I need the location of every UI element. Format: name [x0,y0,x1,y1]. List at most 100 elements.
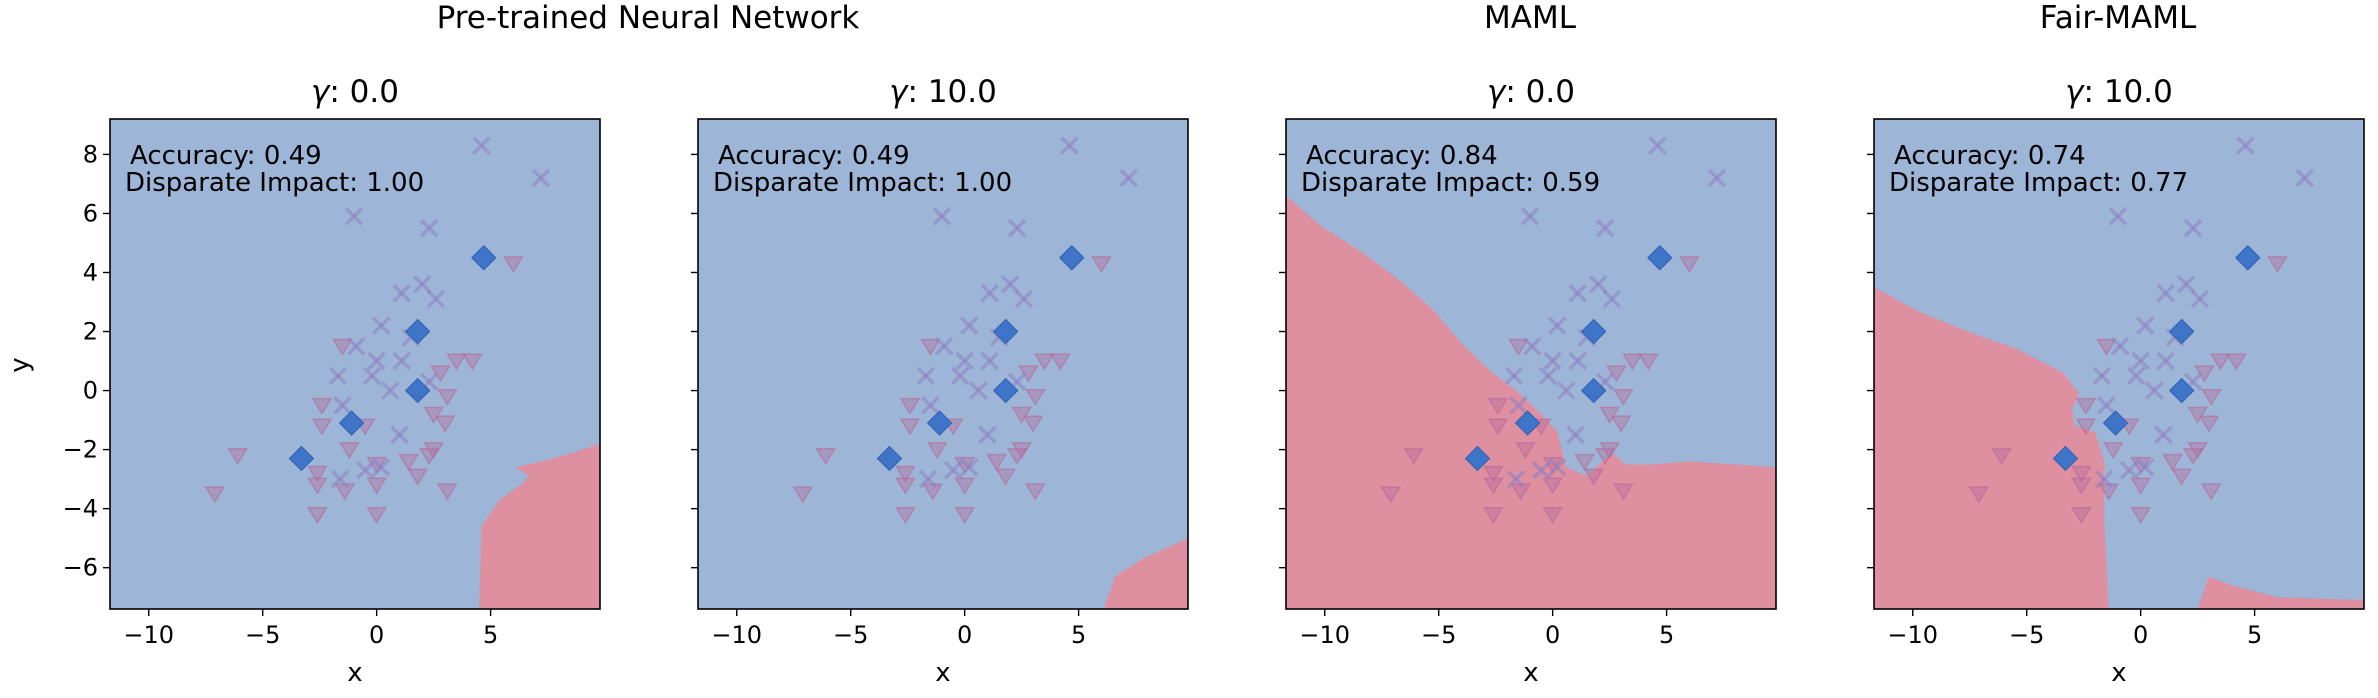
x-marker [1588,275,1608,294]
diamond-marker [1464,445,1491,472]
diamond-marker [1580,377,1607,404]
triangle-marker [2267,256,2288,274]
x-tick-label: 5 [483,621,498,649]
triangle-marker [407,468,429,486]
x-marker [2120,461,2139,480]
plot-area [1286,136,1776,609]
diamond-marker [338,410,365,436]
x-marker [367,351,386,371]
triangle-marker [366,477,387,495]
x-marker [932,207,952,226]
disparate-impact-annotation: Disparate Impact: 0.59 [1301,168,1600,198]
diamond-marker [2235,245,2261,271]
x-marker [955,351,974,371]
x-marker [1568,351,1587,371]
x-marker [1566,425,1585,445]
diamond-marker [471,245,497,271]
x-marker [1707,168,1726,188]
x-marker [426,289,446,309]
x-marker [1602,289,1622,309]
axes-frame [109,118,601,610]
plot-area [792,136,1188,609]
x-marker [1547,458,1567,477]
triangle-marker [895,507,916,525]
triangle-marker [311,397,333,415]
x-marker [944,461,963,480]
triangle-marker [1612,388,1634,407]
x-marker [392,351,411,371]
triangle-marker [2075,418,2097,436]
triangle-marker [1638,353,1659,371]
x-marker [978,425,997,445]
x-marker [390,425,409,445]
x-axis-label: x [2111,658,2126,688]
x-marker [916,366,936,386]
panel-1: −10 −5 0 5 −6 −4 −2 0 2 4 6 8 x γ: 0.0 Accuracy: 0.49D… [63,74,601,688]
triangle-marker [1610,415,1632,433]
x-marker [356,461,375,480]
x-marker [1648,136,1667,155]
x-marker [1504,366,1524,386]
triangle-marker [1612,483,1634,501]
x-marker [959,316,979,335]
x-axis-label: x [1523,658,1538,688]
triangle-marker [2096,338,2117,356]
axes-frame [1873,118,2365,610]
triangle-marker [311,418,333,436]
x-marker [371,458,391,477]
x-marker [1547,316,1567,335]
triangle-marker [899,397,921,415]
triangle-marker [1508,338,1529,356]
triangle-marker [366,507,387,525]
triangle-marker [2102,442,2124,460]
triangle-marker [398,453,419,471]
disparate-impact-annotation: Disparate Impact: 0.77 [1889,168,2188,198]
triangle-marker [2071,507,2092,525]
triangle-marker [1574,453,1595,471]
triangle-marker [1542,477,1563,495]
x-marker [934,337,954,356]
x-marker [392,283,411,303]
x-marker [2135,458,2155,477]
diamond-marker [2052,445,2079,472]
accuracy-annotation: Accuracy: 0.49 [718,141,910,171]
triangle-marker [815,448,836,466]
x-marker [1595,218,1615,238]
diamond-marker [404,377,431,404]
triangle-marker [1514,442,1536,460]
diamond-marker [2168,377,2195,404]
triangle-marker [338,442,360,460]
x-marker [1000,275,1020,294]
x-marker [362,366,382,386]
x-marker [371,316,391,335]
triangle-marker [792,486,814,504]
positive-region [2197,576,2364,609]
triangle-marker [2071,477,2092,495]
triangle-marker [2071,465,2092,483]
triangle-marker [1599,442,1620,460]
y-tick-label: −2 [63,436,98,464]
diamond-marker [992,377,1019,404]
x-tick-label: −5 [2009,621,2044,649]
x-marker [2295,168,2314,188]
x-marker [2156,283,2175,303]
triangle-marker [1679,256,1700,274]
triangle-marker [503,256,524,274]
diamond-marker [2168,318,2195,345]
plot-area [204,136,600,609]
triangle-marker [1011,442,1032,460]
group-title-fair-maml: Fair-MAML [2040,0,2197,36]
y-axis-label: y [5,357,35,372]
diamond-marker [1647,245,1673,271]
triangle-marker [1011,406,1032,424]
x-marker [2156,351,2175,371]
triangle-marker [423,406,444,424]
x-tick-label: −10 [711,621,762,649]
x-marker [1543,351,1562,371]
x-tick-label: 0 [2133,621,2148,649]
x-marker [2183,218,2203,238]
positive-region [1874,287,2109,609]
triangle-marker [1483,465,1504,483]
